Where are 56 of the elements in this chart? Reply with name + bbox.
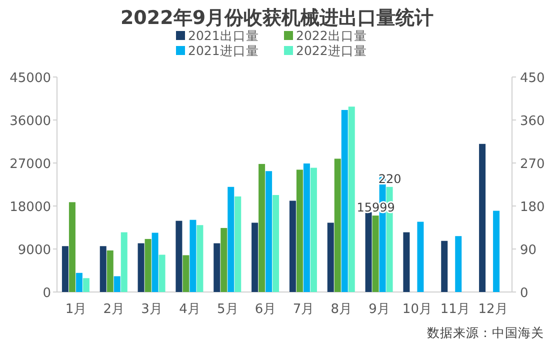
- bar: [158, 254, 166, 292]
- bar: [479, 144, 486, 292]
- y-tick-label: 0: [42, 286, 51, 301]
- x-tick-label: 5月: [216, 302, 238, 317]
- bar: [120, 232, 128, 292]
- bar: [365, 212, 372, 292]
- y2-tick-label: 450: [520, 71, 545, 86]
- legend-label: 2022进口量: [296, 43, 367, 58]
- bar: [196, 225, 204, 292]
- x-tick-label: 1月: [65, 302, 87, 317]
- y2-tick-label: 180: [520, 200, 545, 215]
- chart-title: 2022年9月份收获机械进出口量统计: [120, 7, 434, 29]
- x-tick-label: 7月: [292, 302, 314, 317]
- x-tick-label: 10月: [402, 302, 432, 317]
- source-note: 数据来源：中国海关: [427, 325, 544, 340]
- bar: [441, 240, 448, 292]
- y-tick-label: 45000: [10, 71, 51, 86]
- x-tick-label: 3月: [141, 302, 162, 317]
- bar: [62, 246, 68, 292]
- bar: [100, 246, 106, 292]
- bar: [76, 272, 82, 292]
- bar: [176, 220, 182, 292]
- bar: [455, 236, 462, 292]
- x-tick-label: 11月: [440, 302, 470, 317]
- y-tick-label: 36000: [10, 114, 51, 129]
- y2-tick-label: 270: [520, 157, 545, 172]
- y2-tick-label: 90: [520, 243, 537, 258]
- y-tick-label: 27000: [10, 157, 51, 172]
- x-tick-label: 4月: [179, 302, 200, 317]
- x-tick-label: 6月: [254, 302, 276, 317]
- bar: [234, 196, 242, 292]
- x-tick-label: 2月: [103, 302, 125, 317]
- y-tick-label: 18000: [10, 200, 51, 215]
- bar: [272, 195, 280, 292]
- bar: [417, 222, 424, 292]
- bar: [106, 250, 114, 292]
- bar: [327, 222, 334, 292]
- x-tick-label: 12月: [478, 302, 508, 317]
- y2-tick-label: 360: [520, 114, 545, 129]
- bar: [493, 210, 500, 292]
- bar: [68, 202, 76, 292]
- bar: [138, 243, 144, 292]
- legend-label: 2021出口量: [188, 28, 259, 43]
- x-tick-label: 9月: [368, 302, 390, 317]
- bar: [348, 106, 355, 292]
- bar: [403, 232, 410, 292]
- y-tick-label: 9000: [18, 243, 51, 258]
- bar: [214, 243, 220, 292]
- legend-label: 2021进口量: [188, 43, 259, 58]
- legend-label: 2022出口量: [296, 28, 367, 43]
- bar: [310, 168, 317, 292]
- y2-tick-label: 0: [520, 286, 528, 301]
- bar: [252, 222, 258, 292]
- bar: [82, 278, 90, 292]
- bar: [289, 200, 296, 292]
- x-tick-label: 8月: [330, 302, 352, 317]
